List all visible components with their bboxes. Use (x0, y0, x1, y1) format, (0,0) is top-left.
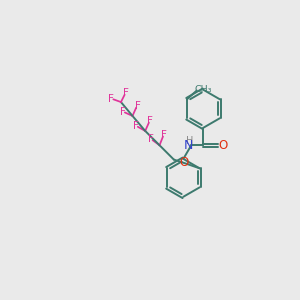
Text: O: O (179, 156, 188, 169)
Text: O: O (218, 139, 227, 152)
Text: F: F (108, 94, 114, 103)
Text: H: H (186, 136, 193, 146)
Text: F: F (120, 107, 126, 117)
Text: F: F (148, 134, 154, 144)
Text: F: F (133, 121, 139, 131)
Text: N: N (184, 139, 193, 152)
Text: F: F (135, 101, 140, 111)
Text: F: F (161, 130, 167, 140)
Text: CH₃: CH₃ (194, 85, 212, 94)
Text: F: F (147, 116, 153, 126)
Text: F: F (123, 88, 129, 98)
